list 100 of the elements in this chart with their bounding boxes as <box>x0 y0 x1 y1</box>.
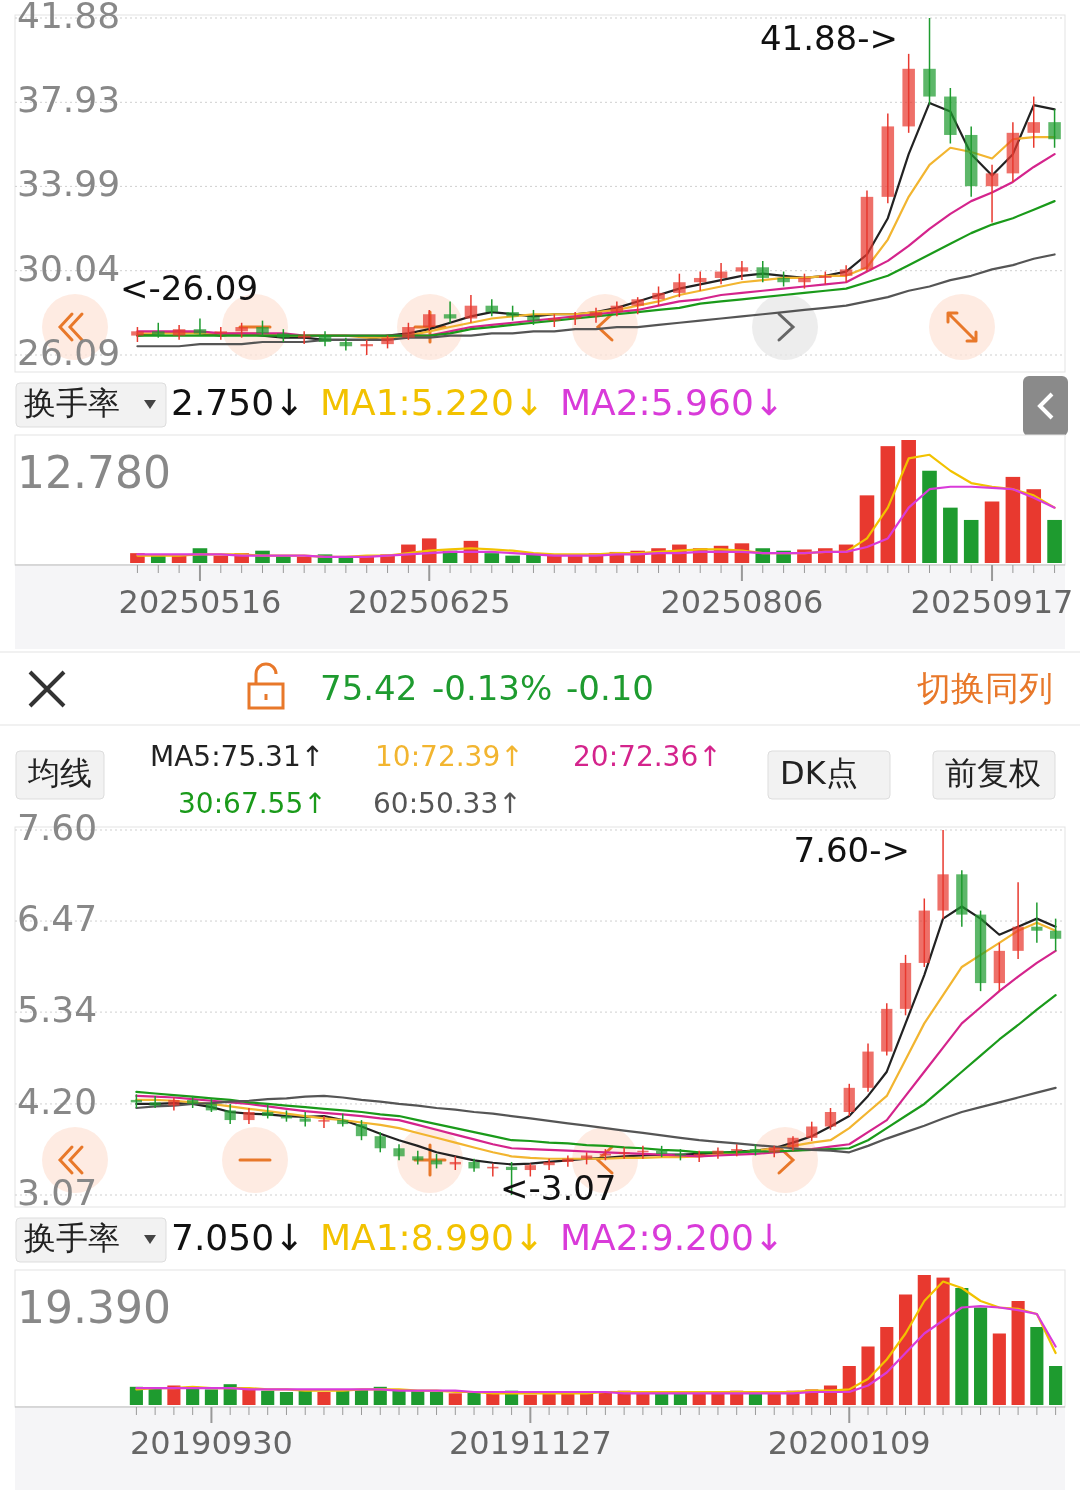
bar <box>279 1392 294 1405</box>
bar <box>898 1294 913 1405</box>
bar <box>242 1389 256 1405</box>
candlestick <box>422 309 436 333</box>
candlestick <box>355 1119 368 1141</box>
text: MA5:75.31↑ <box>150 740 325 773</box>
candlestick <box>224 1103 236 1125</box>
x-tick-label: 20250806 <box>660 583 824 621</box>
bar <box>448 1393 462 1405</box>
bar <box>655 1393 669 1405</box>
candlestick <box>1031 901 1043 944</box>
bar <box>1011 1301 1025 1405</box>
bar <box>936 1277 950 1405</box>
bar <box>992 1333 1006 1405</box>
annotation: 41.88-> <box>759 17 898 58</box>
chart-subtitle: 2.750↓ <box>171 382 305 423</box>
bar <box>484 553 500 563</box>
y-tick-label: 37.93 <box>17 79 121 121</box>
candlestick <box>806 1120 818 1142</box>
bar <box>317 1392 331 1405</box>
annotation: <-26.09 <box>120 267 259 308</box>
candlestick <box>339 336 353 352</box>
bar <box>955 1288 969 1405</box>
text: 30:67.55↑ <box>178 787 327 820</box>
text: 前复权 <box>945 754 1041 792</box>
x-tick-label: 20250516 <box>118 583 282 621</box>
candlestick <box>693 270 707 292</box>
text: MA1:8.990↓ <box>320 1217 544 1258</box>
text: MA2:5.960↓ <box>560 382 784 423</box>
text: 10:72.39↑ <box>375 740 524 773</box>
text: 60:50.33↑ <box>373 787 522 820</box>
text: DK点 <box>780 754 858 792</box>
bar <box>1047 519 1062 563</box>
bar <box>692 1393 706 1405</box>
candlestick <box>985 164 999 224</box>
x-tick-label: 20191127 <box>448 1424 612 1462</box>
candlestick <box>693 1149 705 1163</box>
chart-title: 换手率 <box>24 384 120 422</box>
bar <box>598 1392 612 1405</box>
bar <box>580 1393 594 1405</box>
line-series <box>135 994 1057 1154</box>
bar <box>943 507 958 563</box>
candlestick <box>443 300 457 324</box>
y-tick-label: 4.20 <box>17 1080 98 1122</box>
bar <box>336 1390 350 1405</box>
bar <box>901 440 916 563</box>
text: 20:72.36↑ <box>573 740 722 773</box>
bar <box>1026 489 1042 563</box>
x-tick-label: 20200109 <box>767 1424 931 1462</box>
y-tick-label: 6.47 <box>17 898 98 940</box>
candlestick <box>618 1146 630 1160</box>
candlestick <box>568 311 582 326</box>
bar <box>880 446 896 563</box>
line-series <box>135 949 1057 1158</box>
bar <box>296 556 312 563</box>
y-tick-label: 7.60 <box>17 807 98 848</box>
bar <box>963 519 979 563</box>
candlestick <box>824 1107 837 1131</box>
bar <box>880 1327 894 1405</box>
y-tick-label: 33.99 <box>17 163 121 205</box>
bar <box>974 1307 988 1405</box>
annotation: <-3.07 <box>500 1167 617 1208</box>
candlestick <box>1049 917 1062 952</box>
bar <box>204 1389 218 1405</box>
bar <box>486 1393 500 1405</box>
bar <box>261 1390 275 1405</box>
bar <box>1030 1327 1044 1405</box>
x-tick-label: 20190930 <box>129 1424 293 1462</box>
bar <box>748 1393 763 1405</box>
annotation: 12.780 <box>17 447 171 498</box>
chart-subtitle: 7.050↓ <box>171 1217 305 1258</box>
line-series <box>135 1086 1057 1154</box>
candlestick <box>714 262 728 286</box>
y-tick-label: 30.04 <box>17 247 121 289</box>
bar <box>467 1392 481 1405</box>
x-tick-label: 20250917 <box>910 583 1074 621</box>
chart-title: 换手率 <box>24 1219 120 1257</box>
y-tick-label: 5.34 <box>17 989 98 1031</box>
text: -0.13% <box>432 667 553 708</box>
candlestick <box>318 1115 330 1129</box>
candlestick <box>756 260 770 283</box>
annotation: 19.390 <box>17 1282 171 1333</box>
candlestick <box>712 1146 724 1160</box>
text: 75.42 <box>320 667 418 708</box>
candlestick <box>193 317 207 337</box>
bar <box>1005 476 1021 563</box>
text: 均线 <box>27 754 92 792</box>
candlestick <box>543 1157 555 1171</box>
candlestick <box>652 285 665 307</box>
candlestick <box>1048 108 1061 149</box>
candlestick <box>299 1111 311 1128</box>
bar <box>861 1346 875 1405</box>
text: MA2:9.200↓ <box>560 1217 784 1258</box>
bar <box>505 555 520 563</box>
text: MA1:5.220↓ <box>320 382 544 423</box>
candlestick <box>374 1131 386 1154</box>
text: 切换同列 <box>917 667 1053 708</box>
candlestick <box>1027 95 1040 149</box>
bar <box>542 1393 556 1405</box>
candlestick <box>589 307 603 324</box>
